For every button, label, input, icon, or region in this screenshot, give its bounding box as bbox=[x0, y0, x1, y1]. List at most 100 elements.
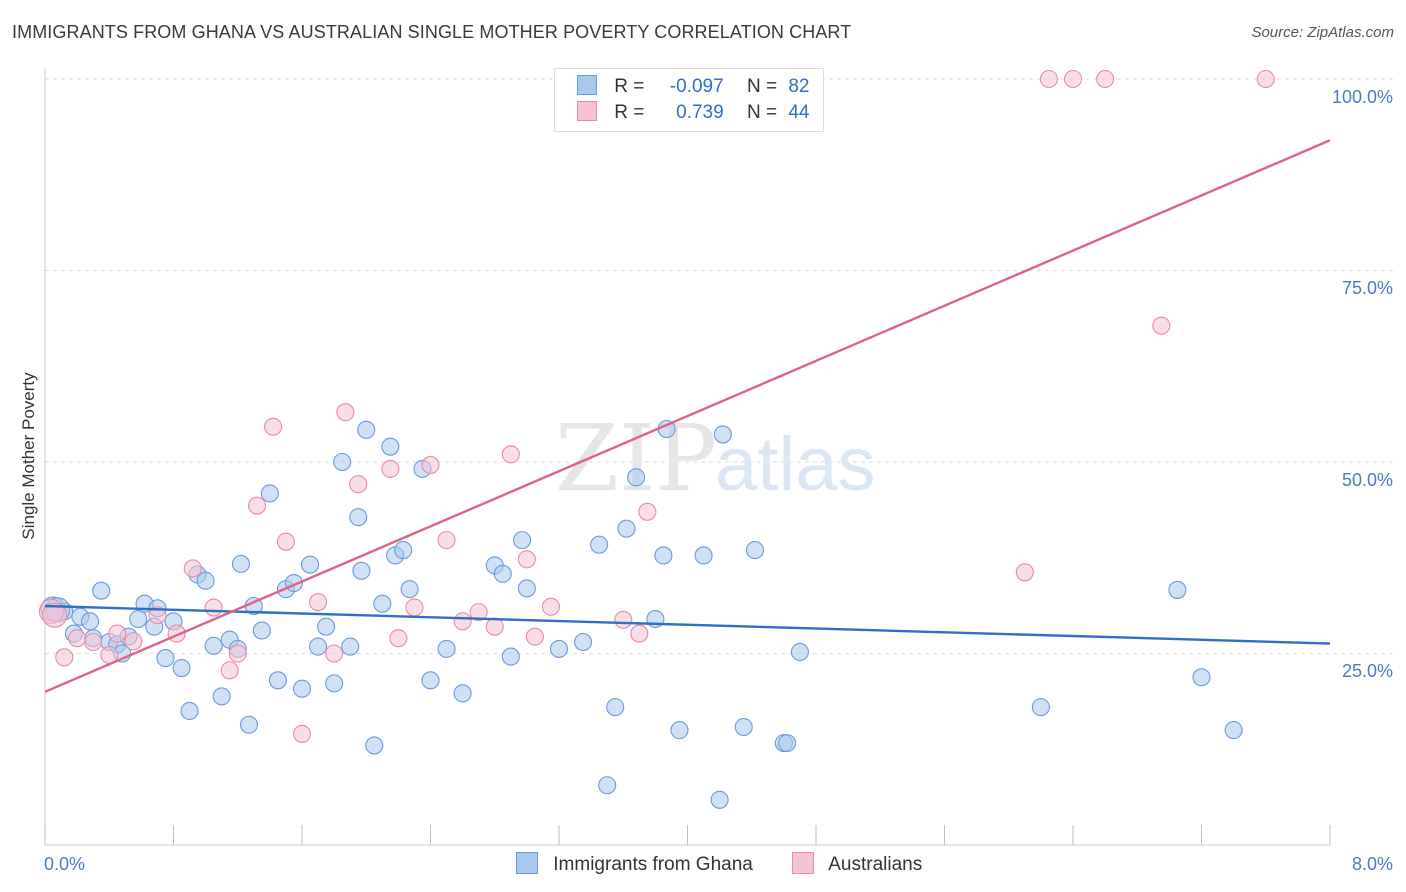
ghana-point bbox=[300, 555, 320, 574]
bottom-legend-swatch-australians bbox=[792, 852, 814, 874]
chart-title: IMMIGRANTS FROM GHANA VS AUSTRALIAN SING… bbox=[12, 22, 852, 42]
ghana-point bbox=[180, 701, 199, 721]
australians-point bbox=[84, 632, 103, 652]
x-axis: 0.0% 8.0% bbox=[44, 68, 1393, 874]
ghana-point bbox=[365, 736, 384, 755]
ghana-point bbox=[333, 452, 352, 472]
australians-point bbox=[1015, 563, 1034, 582]
legend-r-value: 0.739 bbox=[676, 102, 724, 123]
australians-point bbox=[148, 606, 167, 625]
ghana-point bbox=[268, 671, 287, 690]
australians-point bbox=[68, 629, 87, 648]
australians-point bbox=[309, 593, 328, 612]
y-tick-label-100: 100.0% bbox=[1332, 87, 1393, 107]
trend-line-ghana bbox=[44, 604, 1331, 645]
ghana-point bbox=[1224, 721, 1243, 740]
ghana-point bbox=[231, 554, 251, 573]
australians-point bbox=[325, 644, 344, 663]
ghana-point bbox=[617, 519, 636, 538]
legend-r-label: R = bbox=[614, 76, 645, 97]
ghana-point bbox=[513, 531, 532, 550]
watermark-zip: ZIP bbox=[555, 405, 717, 512]
ghana-point bbox=[196, 571, 215, 590]
australians-point bbox=[614, 610, 633, 629]
bottom-legend-label-australians: Australians bbox=[828, 854, 923, 875]
ghana-point bbox=[317, 617, 336, 636]
australians-point bbox=[55, 648, 74, 667]
ghana-point bbox=[437, 639, 456, 658]
ghana-point bbox=[309, 637, 328, 656]
ghana-point bbox=[352, 561, 371, 580]
trend-lines bbox=[44, 139, 1331, 693]
legend-r-label: R = bbox=[614, 102, 645, 123]
legend-swatch-ghana bbox=[577, 75, 597, 95]
watermark: ZIP atlas bbox=[555, 405, 876, 512]
ghana-point bbox=[239, 715, 259, 734]
bottom-legend-ghana: Immigrants from Ghana bbox=[516, 852, 753, 876]
australians-point bbox=[124, 632, 143, 651]
ghana-point bbox=[778, 734, 797, 753]
australians-point bbox=[405, 598, 424, 617]
legend-r-value: -0.097 bbox=[669, 76, 724, 97]
bottom-legend-australians: Australians bbox=[792, 852, 922, 876]
gridlines bbox=[45, 78, 1393, 654]
x-tick-label-max: 8.0% bbox=[1352, 854, 1393, 874]
watermark-atlas: atlas bbox=[715, 422, 876, 507]
ghana-point bbox=[606, 698, 625, 717]
ghana-point bbox=[172, 659, 191, 678]
australians-point bbox=[437, 531, 456, 550]
ghana-point bbox=[349, 508, 368, 527]
legend-n-value: 82 bbox=[788, 76, 810, 97]
australians-point bbox=[1256, 69, 1275, 89]
australians-point bbox=[1096, 69, 1115, 89]
australians-point bbox=[276, 532, 295, 551]
ghana-point bbox=[156, 649, 175, 668]
ghana-point bbox=[549, 639, 569, 658]
series-ghana bbox=[40, 420, 1243, 809]
x-tick-label-min: 0.0% bbox=[44, 854, 85, 874]
ghana-point bbox=[654, 546, 673, 565]
ghana-point bbox=[92, 581, 111, 600]
australians-point bbox=[541, 597, 561, 616]
y-tick-label-50: 50.0% bbox=[1342, 470, 1393, 490]
ghana-point bbox=[394, 541, 413, 560]
ghana-point bbox=[80, 612, 100, 631]
ghana-point bbox=[1192, 668, 1211, 687]
ghana-point bbox=[212, 687, 231, 706]
ghana-point bbox=[1168, 580, 1187, 599]
australians-point bbox=[247, 496, 267, 515]
australians-point bbox=[517, 550, 536, 569]
ghana-point bbox=[745, 541, 765, 560]
ghana-point bbox=[381, 437, 400, 456]
australians-point bbox=[469, 603, 488, 622]
ghana-point bbox=[421, 671, 440, 690]
australians-point bbox=[336, 403, 355, 422]
australians-point bbox=[453, 612, 472, 631]
legend-n-label: N = bbox=[746, 76, 778, 97]
ghana-point bbox=[790, 642, 809, 662]
legend-n-value: 44 bbox=[788, 102, 810, 123]
legend-n-label: N = bbox=[746, 102, 778, 123]
australians-point bbox=[108, 624, 127, 643]
ghana-point bbox=[713, 425, 732, 444]
australians-point bbox=[1063, 69, 1083, 89]
australians-point bbox=[1152, 316, 1171, 335]
australians-point bbox=[183, 559, 202, 578]
series-australians bbox=[38, 69, 1275, 743]
ghana-point bbox=[129, 609, 148, 629]
australians-point bbox=[501, 445, 520, 464]
bottom-legend-label-ghana: Immigrants from Ghana bbox=[553, 854, 753, 875]
australians-point bbox=[1039, 69, 1058, 89]
legend-row-australians: R = 0.739 N = 44 bbox=[577, 101, 809, 127]
ghana-point bbox=[670, 721, 689, 740]
australians-point bbox=[228, 644, 247, 663]
ghana-point bbox=[493, 564, 512, 583]
australians-point bbox=[485, 617, 504, 636]
australians-point bbox=[525, 627, 544, 646]
ghana-point bbox=[710, 790, 729, 809]
bottom-legend-swatch-ghana bbox=[516, 852, 538, 874]
ghana-point bbox=[373, 594, 392, 613]
ghana-point bbox=[325, 674, 344, 693]
ghana-point bbox=[357, 420, 376, 439]
